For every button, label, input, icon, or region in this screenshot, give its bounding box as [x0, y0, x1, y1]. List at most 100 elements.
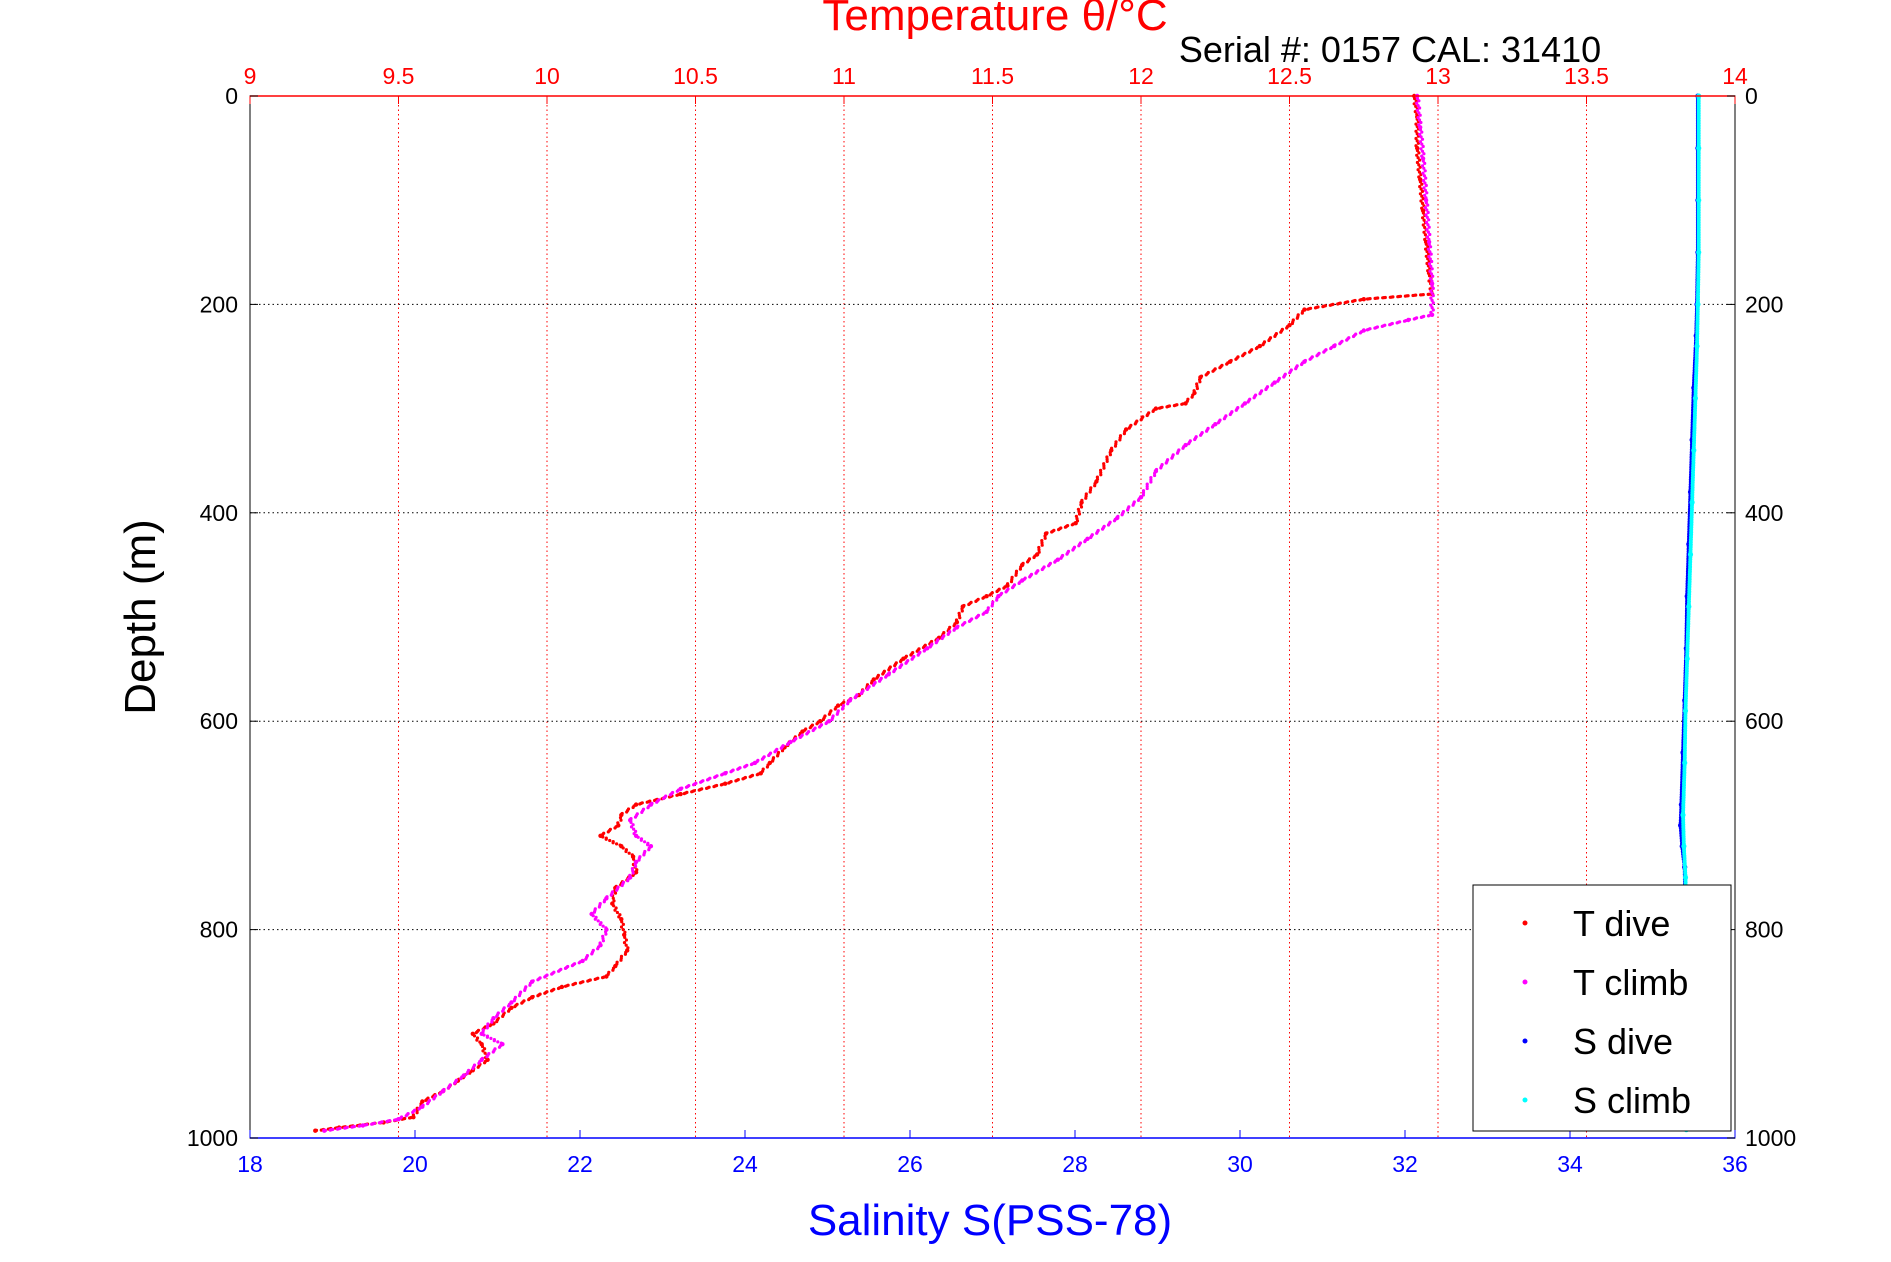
data-point [624, 943, 628, 947]
data-point [536, 978, 540, 982]
data-point [528, 983, 532, 987]
data-point [646, 843, 650, 847]
data-point [1118, 438, 1122, 442]
sal-tick-label: 24 [732, 1151, 758, 1177]
data-point [1190, 395, 1194, 399]
data-point [643, 840, 647, 844]
data-point [615, 888, 619, 892]
temp-tick-label: 12.5 [1267, 63, 1312, 89]
data-point [1426, 210, 1430, 215]
data-point [1193, 437, 1197, 442]
data-point [360, 1123, 366, 1128]
data-point [491, 1050, 495, 1054]
data-point [1418, 106, 1422, 110]
data-point [741, 777, 745, 781]
data-point [1420, 137, 1425, 141]
data-point [1164, 461, 1168, 465]
data-point [357, 1124, 361, 1128]
data-point [1234, 408, 1238, 412]
data-point [771, 759, 775, 763]
data-point [706, 778, 710, 782]
data-point [1187, 442, 1191, 446]
data-point [1050, 530, 1054, 534]
data-point [611, 841, 615, 845]
data-point [1430, 284, 1434, 288]
depth-tick-label: 0 [225, 83, 238, 109]
data-point [1276, 379, 1280, 383]
data-point [1425, 215, 1429, 219]
depth-tick-label-right: 0 [1745, 83, 1758, 109]
y-axis-title: Depth (m) [116, 519, 165, 715]
legend-label: S dive [1573, 1021, 1673, 1062]
data-point [780, 749, 785, 753]
data-point [1252, 396, 1256, 400]
data-point [1428, 232, 1432, 237]
temp-tick-label: 11.5 [971, 63, 1014, 89]
data-point [1089, 535, 1093, 540]
data-point [1285, 326, 1289, 330]
temp-tick-label: 13.5 [1564, 63, 1609, 89]
data-point [1040, 567, 1044, 572]
data-point [859, 691, 863, 696]
temp-tick-label: 13 [1425, 63, 1451, 89]
data-point [1417, 163, 1421, 167]
data-point [884, 675, 888, 679]
data-point [623, 935, 627, 940]
data-point [1421, 159, 1425, 163]
sal-tick-label: 22 [567, 1151, 593, 1177]
data-point [1429, 272, 1433, 276]
data-point [1095, 531, 1099, 535]
data-point [424, 1098, 428, 1102]
data-point [952, 628, 956, 632]
data-point [609, 893, 613, 897]
legend-label: S climb [1573, 1080, 1691, 1121]
data-point [1170, 456, 1174, 460]
depth-tick-label-right: 200 [1745, 291, 1783, 317]
data-point [1420, 189, 1425, 193]
data-point [1308, 357, 1312, 361]
data-point [483, 1047, 487, 1051]
data-point [1421, 223, 1425, 227]
data-point [934, 641, 938, 645]
data-point [729, 770, 733, 774]
data-point [821, 717, 826, 722]
data-point [1421, 197, 1425, 201]
data-point [1218, 366, 1222, 370]
data-point [1040, 543, 1044, 547]
data-point [328, 1128, 332, 1132]
data-point [846, 702, 850, 706]
data-point [1151, 409, 1155, 413]
data-point [639, 838, 643, 842]
data-point [1420, 156, 1426, 161]
data-point [632, 827, 636, 831]
data-point [1419, 120, 1423, 125]
depth-tick-label-right: 800 [1745, 917, 1783, 943]
data-point [1099, 473, 1103, 477]
sal-tick-label: 20 [402, 1151, 428, 1177]
data-point [1421, 144, 1425, 149]
data-point [1418, 165, 1422, 169]
data-point [411, 1110, 415, 1114]
data-point [1032, 555, 1036, 560]
data-point [482, 1033, 486, 1037]
data-point [865, 687, 870, 692]
data-point [1423, 161, 1427, 165]
data-point [1418, 113, 1422, 117]
data-point [1428, 269, 1432, 273]
data-point [767, 753, 771, 758]
data-point [350, 1125, 354, 1129]
data-point [878, 679, 882, 683]
data-point [1288, 371, 1292, 375]
data-point [1411, 293, 1415, 298]
data-point [1313, 306, 1318, 310]
data-point [958, 616, 962, 620]
data-point [1419, 135, 1423, 139]
data-point [1365, 328, 1369, 332]
data-point [633, 815, 638, 819]
data-point [1430, 259, 1434, 264]
data-point [1424, 220, 1429, 224]
data-point [1261, 343, 1265, 347]
data-point [853, 696, 857, 700]
data-point [765, 765, 770, 769]
data-point [792, 739, 796, 743]
